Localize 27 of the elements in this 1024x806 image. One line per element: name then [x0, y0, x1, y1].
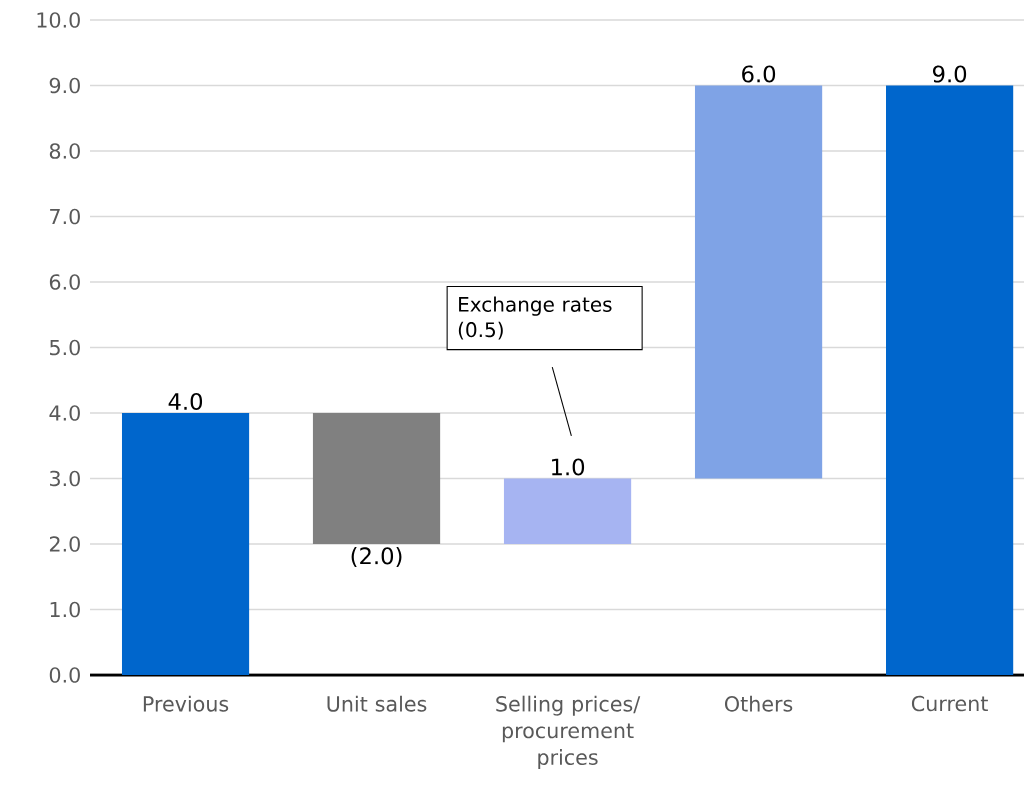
- x-tick-label: Current: [911, 695, 988, 712]
- y-tick-label: 0.0: [49, 667, 80, 683]
- y-tick-label: 4.0: [49, 405, 80, 421]
- annotation: Exchange rates (0.5): [458, 296, 612, 340]
- bar: [694, 85, 823, 479]
- bar: [121, 412, 250, 675]
- data-label: 6.0: [742, 65, 776, 83]
- data-label: (2.0): [351, 546, 402, 568]
- y-tick-label: 7.0: [50, 208, 80, 225]
- data-label: 1.0: [552, 458, 585, 476]
- y-tick-label: 3.0: [50, 470, 80, 487]
- x-tick-label: Unit sales: [327, 695, 427, 712]
- x-tick-label: Previous: [143, 695, 229, 712]
- data-label: 4.0: [168, 392, 203, 411]
- y-tick-label: 6.0: [49, 274, 80, 290]
- bar: [312, 412, 441, 544]
- y-tick-label: 8.0: [49, 143, 80, 159]
- x-tick-label: Others: [725, 695, 793, 712]
- y-tick-label: 1.0: [50, 601, 80, 618]
- y-tick-label: 5.0: [50, 339, 80, 356]
- x-tick-label: Selling prices/ procurement prices: [496, 695, 641, 770]
- data-label: 9.0: [932, 65, 967, 83]
- bar: [885, 85, 1014, 675]
- y-tick-label: 10.0: [37, 12, 80, 28]
- y-tick-label: 2.0: [49, 536, 80, 552]
- bar: [503, 478, 632, 544]
- y-tick-label: 9.0: [49, 77, 80, 94]
